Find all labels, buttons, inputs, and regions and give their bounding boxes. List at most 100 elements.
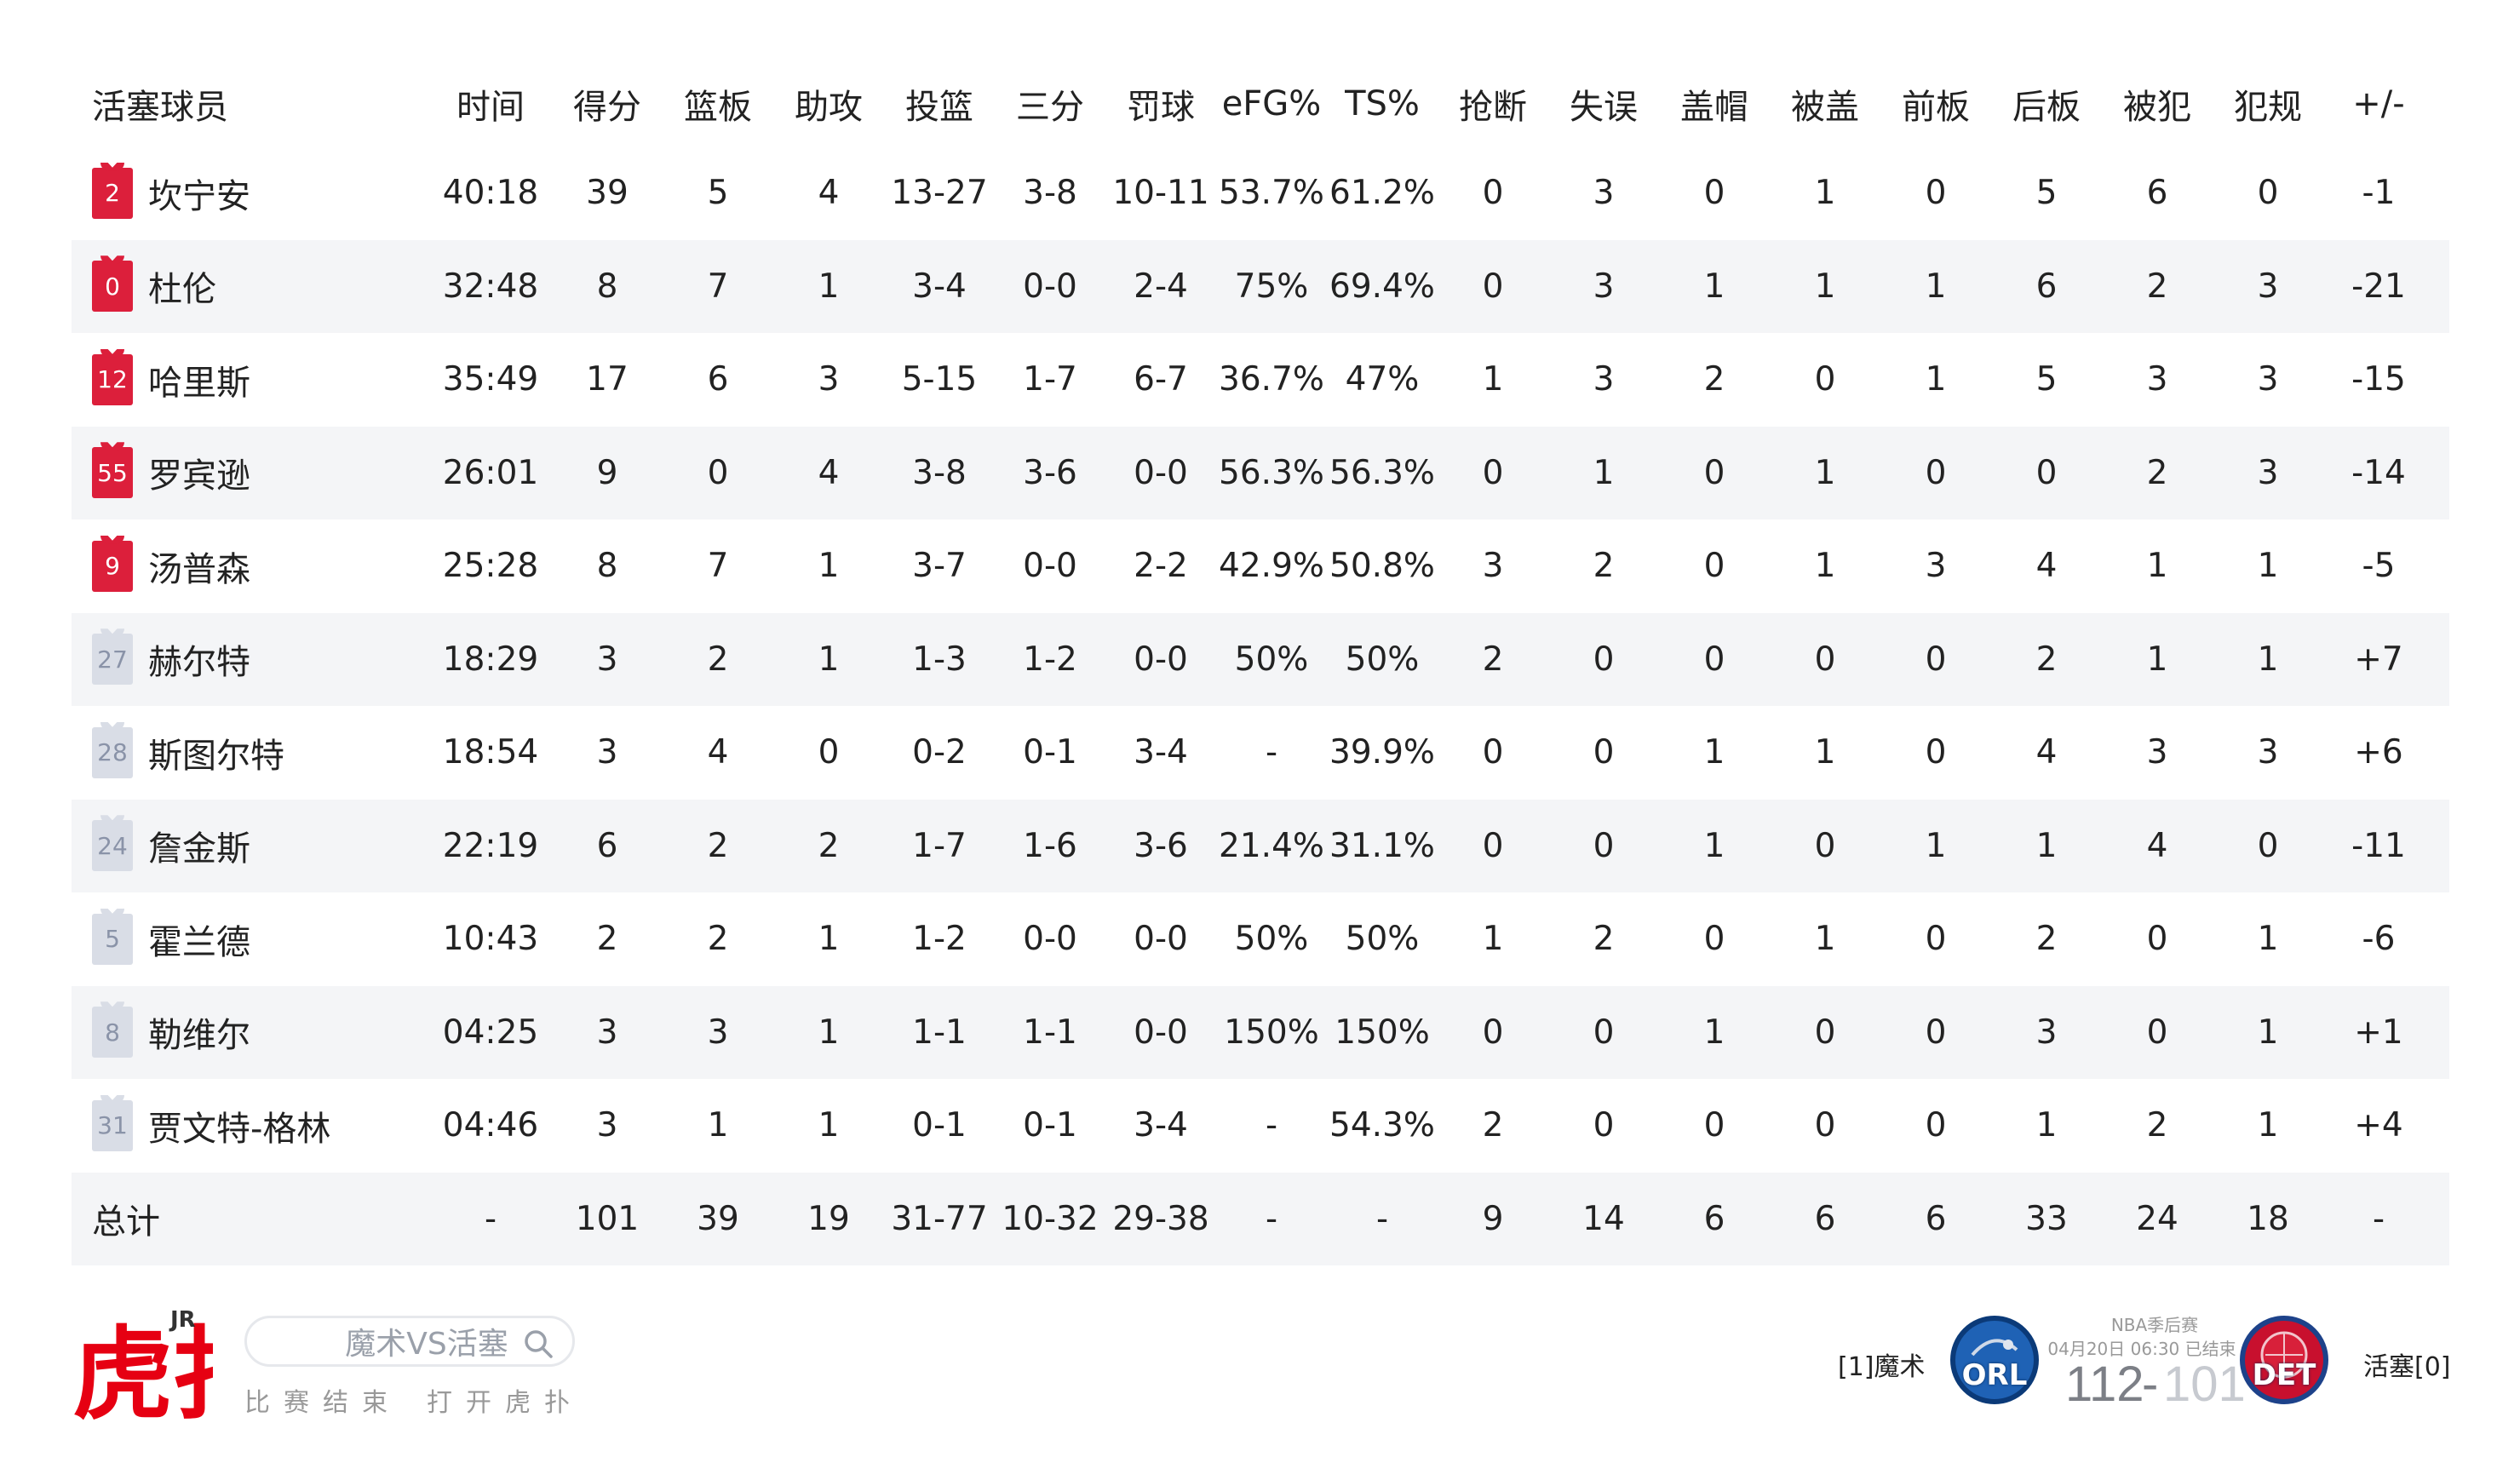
stat-cell: 0	[1925, 920, 1947, 959]
stat-cell: 1-1	[912, 1013, 967, 1052]
stat-cell: +6	[2354, 733, 2403, 772]
stat-cell: 3	[2257, 267, 2279, 306]
stat-cell: 53.7%	[1219, 174, 1324, 213]
player-row[interactable]: 24 詹金斯 22:19 6 2 2 1-7 1-6 3-6 21.4% 31.1% 0 0 1 0 1 1 4 0…	[72, 799, 2449, 892]
stat-cell: 75%	[1234, 267, 1309, 306]
stat-cell: 0	[1814, 826, 1836, 865]
stat-cell: 2	[1593, 547, 1615, 586]
stat-cell: 1	[2257, 640, 2279, 679]
stat-cell: 1	[818, 547, 840, 586]
stat-cell: 2-2	[1134, 547, 1188, 586]
stat-cell: 2	[707, 640, 729, 679]
stat-cell: 3	[596, 1106, 618, 1145]
stat-cell: -15	[2351, 360, 2406, 399]
player-cell: 2 坎宁安	[72, 167, 429, 219]
stat-cell: 5	[2035, 174, 2058, 213]
player-row[interactable]: 27 赫尔特 18:29 3 2 1 1-3 1-2 0-0 50% 50% 2 0 0 0 0 2 1 1 +7	[72, 612, 2449, 706]
player-name[interactable]: 勒维尔	[148, 1016, 250, 1056]
stat-cell: 5-15	[901, 360, 978, 399]
score-separator: -	[2142, 1357, 2159, 1412]
stat-cell: 0	[1814, 1013, 1836, 1052]
jersey-icon: 8	[92, 1007, 133, 1059]
player-name[interactable]: 赫尔特	[148, 643, 250, 683]
stat-cell: 50%	[1345, 640, 1420, 679]
totals-label: 总计	[92, 1202, 160, 1242]
header-col: TS%	[1345, 84, 1420, 123]
stat-cell: 1	[2146, 640, 2168, 679]
stat-cell: -	[1265, 733, 1278, 772]
stat-cell: 7	[707, 547, 729, 586]
jersey-icon: 24	[92, 820, 133, 872]
stat-cell: 0	[1814, 640, 1836, 679]
total-cell: 24	[2136, 1199, 2178, 1238]
stat-cell: 0-1	[912, 1106, 967, 1145]
player-name[interactable]: 杜伦	[148, 270, 216, 310]
player-name[interactable]: 罗宾逊	[148, 456, 250, 496]
stat-cell: 4	[2035, 547, 2058, 586]
stat-cell: 1	[2257, 547, 2279, 586]
search-icon[interactable]	[523, 1328, 554, 1359]
jersey-icon: 28	[92, 726, 133, 778]
player-name[interactable]: 坎宁安	[148, 176, 250, 216]
stat-cell: 1	[2257, 1106, 2279, 1145]
stat-cell: 1	[1593, 453, 1615, 492]
search-box[interactable]: 魔术VS活塞	[244, 1316, 575, 1367]
stat-cell: 1	[1703, 267, 1725, 306]
player-name[interactable]: 霍兰德	[148, 922, 250, 962]
stat-cell: 1	[818, 640, 840, 679]
player-name[interactable]: 哈里斯	[148, 363, 250, 403]
stat-cell: 0	[2146, 1013, 2168, 1052]
stat-cell: 1	[1814, 267, 1836, 306]
stat-cell: 1-6	[1023, 826, 1077, 865]
stat-cell: 0	[1482, 1013, 1504, 1052]
player-row[interactable]: 12 哈里斯 35:49 17 6 3 5-15 1-7 6-7 36.7% 47% 1 3 2 0 1 5 3 3…	[72, 333, 2449, 427]
player-name[interactable]: 斯图尔特	[148, 736, 284, 776]
stat-cell: 0-2	[912, 733, 967, 772]
stat-cell: 4	[818, 174, 840, 213]
player-row[interactable]: 31 贾文特-格林 04:46 3 1 1 0-1 0-1 3-4-54.3% 2 0 0 0 0 1 2 1 +…	[72, 1079, 2449, 1173]
player-row[interactable]: 2 坎宁安 40:18 39 5 4 13-27 3-8 10-11 53.7% 61.2% 0 3 0 1…	[72, 146, 2449, 240]
total-cell: 39	[697, 1199, 739, 1238]
stat-cell: 5	[707, 174, 729, 213]
away-team-abbr: DET	[2252, 1358, 2316, 1392]
stat-cell: -14	[2351, 453, 2406, 492]
stat-cell: 3-7	[912, 547, 967, 586]
stat-cell: 0	[707, 453, 729, 492]
stat-cell: 3	[2257, 360, 2279, 399]
stat-cell: 2	[2035, 920, 2058, 959]
stat-cell: 0-0	[1134, 453, 1188, 492]
stat-cell: 1	[1482, 360, 1504, 399]
header-col: 后板	[2012, 88, 2081, 127]
stat-cell: 0	[1925, 733, 1947, 772]
stat-cell: 3-6	[1023, 453, 1077, 492]
total-cell: 6	[1814, 1199, 1836, 1238]
stat-cell: -	[1265, 1106, 1278, 1145]
player-row[interactable]: 9 汤普森 25:28 8 7 1 3-7 0-0 2-2 42.9% 50.8% 3 2 0 1 3 4 1 1 -…	[72, 519, 2449, 613]
stat-cell: 1	[1925, 360, 1947, 399]
stat-cell: 0-0	[1023, 267, 1077, 306]
stat-cell: 40:18	[442, 174, 539, 213]
stat-cell: 1	[1814, 920, 1836, 959]
stat-cell: 3-8	[1023, 174, 1077, 213]
player-name[interactable]: 汤普森	[148, 549, 250, 589]
player-row[interactable]: 8 勒维尔 04:25 3 3 1 1-1 1-1 0-0 150% 150% 0 0 1 0 0 3 0 1 +1	[72, 985, 2449, 1079]
total-cell: -	[484, 1199, 497, 1238]
box-score-table: 活塞球员 时间 得分 篮板 助攻 投篮 三分 罚球 eFG% TS% 抢断 失误 盖帽 被盖 前板 后板 被犯 犯…	[72, 61, 2449, 1265]
stat-cell: 56.3%	[1329, 453, 1435, 492]
player-name[interactable]: 詹金斯	[148, 829, 250, 869]
player-row[interactable]: 5 霍兰德 10:43 2 2 1 1-2 0-0 0-0 50% 50% 1 2 0 1 0 2 0 1 -6	[72, 892, 2449, 986]
jersey-icon: 5	[92, 913, 133, 965]
player-row[interactable]: 28 斯图尔特 18:54 3 4 0 0-2 0-1 3-4 - 39.9% 0 0 1 1 0 4 3 3 +6	[72, 706, 2449, 800]
stat-cell: 0-0	[1134, 640, 1188, 679]
stat-cell: 3	[596, 733, 618, 772]
player-name[interactable]: 贾文特-格林	[148, 1109, 331, 1149]
header-col: 篮板	[684, 88, 752, 127]
stat-cell: 42.9%	[1219, 547, 1324, 586]
stat-cell: 56.3%	[1219, 453, 1324, 492]
stat-cell: 1	[1703, 826, 1725, 865]
stat-cell: 32:48	[442, 267, 539, 306]
player-row[interactable]: 0 杜伦 32:48 8 7 1 3-4 0-0 2-4 75% 69.4% 0 3 1 1 1 6 2 3 -21	[72, 239, 2449, 333]
jersey-icon: 12	[92, 353, 133, 405]
hupu-logo-icon[interactable]: 虎扑 JR	[68, 1303, 273, 1433]
player-row[interactable]: 55 罗宾逊 26:01 9 0 4 3-8 3-6 0-0 56.3% 56.3% 0 1 0 1 0 0 2 3…	[72, 426, 2449, 519]
